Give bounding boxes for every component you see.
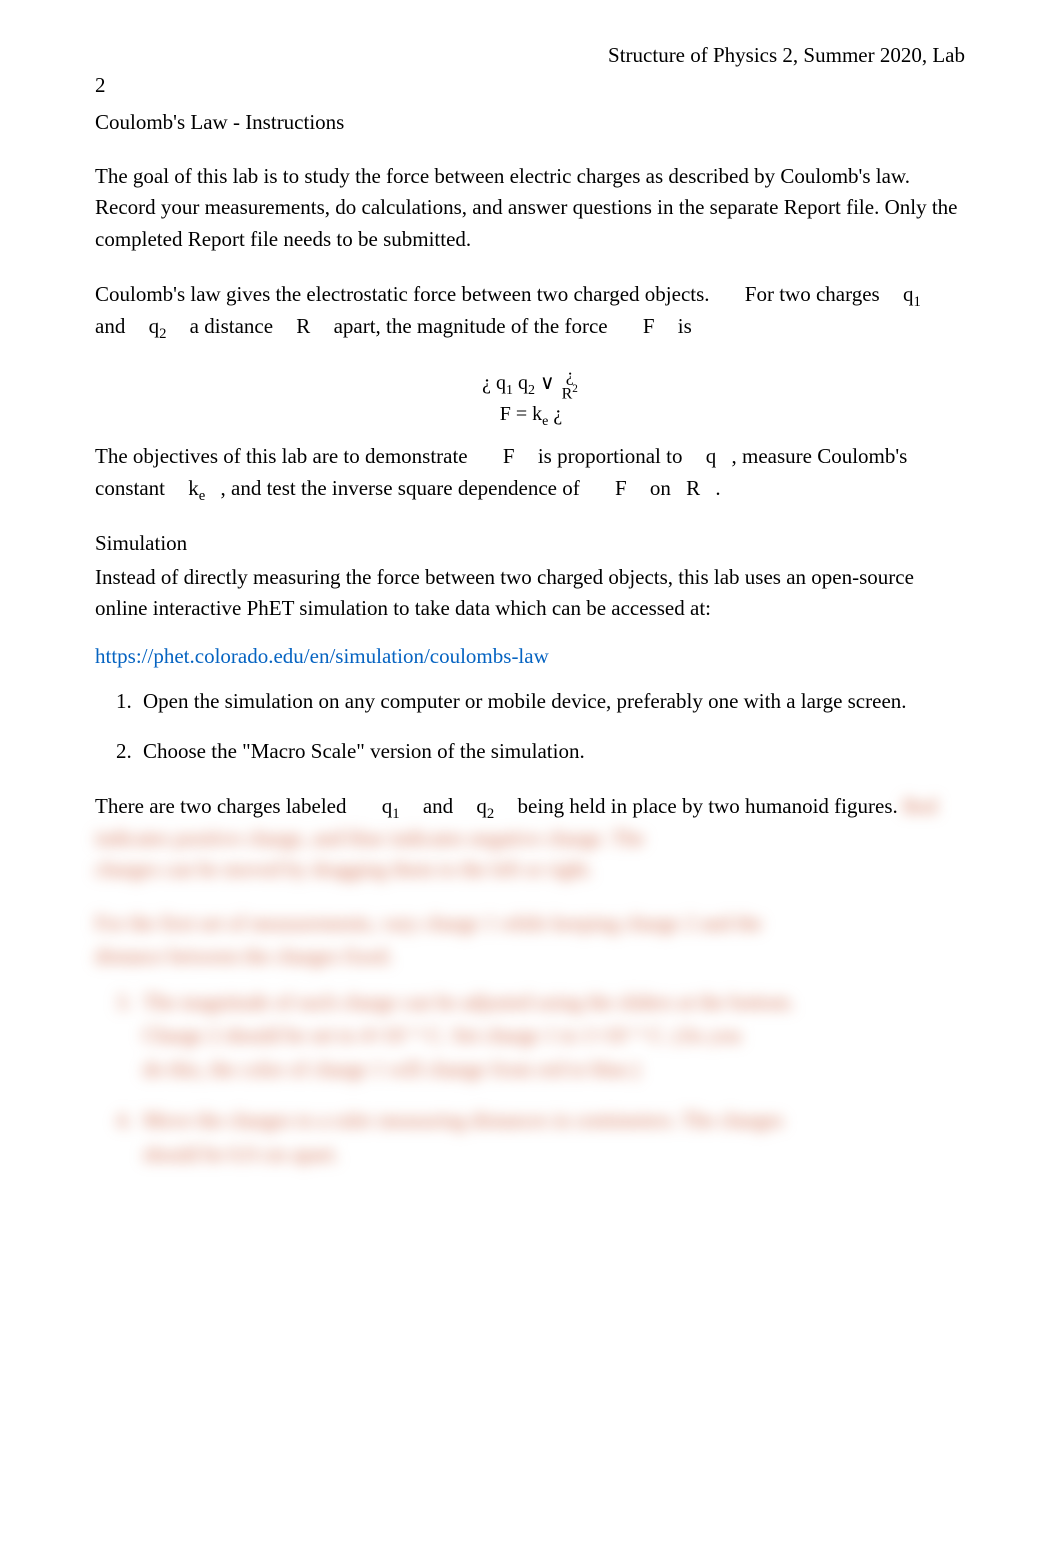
intro-paragraph: The goal of this lab is to study the for… [95,161,967,256]
list-item: Choose the "Macro Scale" version of the … [137,736,967,768]
var-F: F [615,476,627,500]
var-F: F [643,314,655,338]
var-ke: ke [188,476,205,500]
text: being held in place by two humanoid figu… [518,794,898,818]
text: . [715,476,720,500]
text: is [678,314,692,338]
text: apart, the magnitude of the force [334,314,608,338]
var-q1: q1 [903,282,921,306]
text: and [423,794,453,818]
simulation-heading: Simulation [95,528,967,560]
text: is proportional to [538,444,683,468]
text: For two charges [745,282,880,306]
charges-paragraph: There are two charges labeled q1 and q2 … [95,791,967,854]
blurred-text: distance between the charges fixed. [95,941,967,973]
text: and [95,314,125,338]
text: , and test the inverse square dependence… [221,476,580,500]
blurred-steps-list: The magnitude of each charge can be adju… [95,987,967,1171]
var-q: q [706,444,717,468]
simulation-paragraph: Instead of directly measuring the force … [95,562,967,625]
law-paragraph: Coulomb's law gives the electrostatic fo… [95,279,967,342]
var-q1: q1 [382,794,400,818]
objectives-paragraph: The objectives of this lab are to demons… [95,441,967,504]
text: a distance [190,314,273,338]
list-item: Move the charges to a ruler measuring di… [137,1105,967,1170]
running-head: Structure of Physics 2, Summer 2020, Lab [95,40,967,72]
steps-list: Open the simulation on any computer or m… [95,686,967,767]
var-q2: q2 [476,794,494,818]
var-q2: q2 [149,314,167,338]
var-F: F [503,444,515,468]
coulomb-equation: ¿ q1 q2 ∨ ¿ R2 F = ke ¿ [95,366,967,427]
phet-link[interactable]: https://phet.colorado.edu/en/simulation/… [95,644,549,668]
var-R: R [296,314,310,338]
list-item: Open the simulation on any computer or m… [137,686,967,718]
text: Coulomb's law gives the electrostatic fo… [95,282,710,306]
blurred-text: charges can be moved by dragging them to… [95,854,967,886]
text: The objectives of this lab are to demons… [95,444,468,468]
page-title: Coulomb's Law - Instructions [95,107,967,139]
page-number: 2 [95,70,967,102]
blurred-text: For the first set of measurements, vary … [95,908,967,940]
var-R: R [686,476,700,500]
text: There are two charges labeled [95,794,346,818]
list-item: The magnitude of each charge can be adju… [137,987,967,1086]
text: on [650,476,671,500]
